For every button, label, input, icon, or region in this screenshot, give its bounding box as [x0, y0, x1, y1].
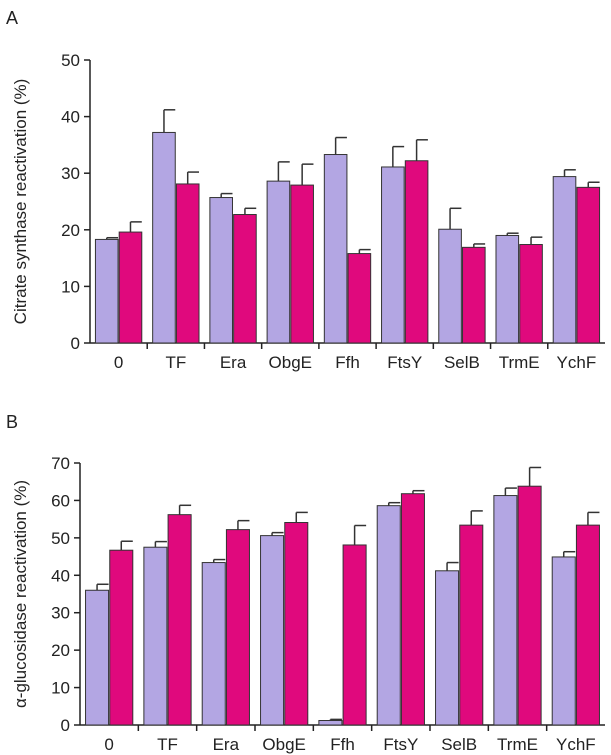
x-tick-label: Era [220, 353, 247, 372]
x-tick-label: TF [165, 353, 186, 372]
y-tick-label: 50 [51, 529, 70, 548]
chart-panel-b: Bα-glucosidase reactivation (%) 0 10 20 30 40… [6, 412, 605, 754]
bar-series1-0 [94, 238, 119, 344]
x-tick-label: YchF [556, 735, 596, 754]
bar-series1-era [209, 197, 233, 344]
bar-series1-tf [143, 546, 168, 726]
x-tick-label: FtsY [387, 353, 422, 372]
panel-label: A [6, 8, 18, 28]
x-tick-label: SelB [441, 735, 477, 754]
bar-series2-ychf [576, 186, 601, 344]
bar-series2-tf [167, 514, 192, 726]
y-tick-label: 50 [61, 51, 80, 70]
x-tick-label: SelB [444, 353, 480, 372]
y-tick-label: 0 [71, 334, 80, 353]
bar-series1-selb [435, 570, 460, 726]
bar-series2-obge [284, 522, 309, 726]
x-tick-label: Era [213, 735, 240, 754]
bar-series1-0 [85, 589, 110, 726]
bar-series1-ychf [551, 556, 576, 726]
x-tick-label: Ffh [330, 735, 355, 754]
bar-series1-selb [438, 228, 462, 344]
x-tick-label: TrmE [499, 353, 540, 372]
x-tick-label: FtsY [383, 735, 418, 754]
bar-series2-ychf [575, 524, 600, 726]
bar-series1-obge [260, 535, 285, 726]
bar-series2-obge [290, 184, 314, 344]
y-axis-label: Citrate synthase reactivation (%) [11, 79, 30, 325]
bar-series1-ftsy [376, 505, 401, 726]
y-tick-label: 0 [61, 716, 70, 735]
bar-series2-ftsy [400, 493, 425, 726]
y-tick-label: 20 [51, 641, 70, 660]
y-tick-label: 20 [61, 221, 80, 240]
panel-label: B [6, 412, 18, 432]
bar-series1-trme [493, 495, 518, 726]
y-tick-label: 10 [61, 277, 80, 296]
bar-series1-tf [152, 131, 176, 344]
y-tick-label: 60 [51, 491, 70, 510]
bar-series1-ychf [552, 176, 577, 344]
x-tick-label: TrmE [497, 735, 538, 754]
y-tick-label: 30 [61, 164, 80, 183]
x-tick-label: ObgE [262, 735, 305, 754]
bar-series1-era [201, 562, 226, 726]
bar-series1-ffh [323, 154, 348, 344]
x-tick-label: Ffh [335, 353, 360, 372]
y-axis-label: α-glucosidase reactivation (%) [11, 480, 30, 708]
bar-series1-ftsy [381, 166, 405, 344]
bar-series1-obge [266, 180, 291, 344]
x-tick-label: ObgE [269, 353, 312, 372]
chart-panel-a: A Citrate synthase reactivation (%) 0 10 20 3… [6, 8, 605, 372]
y-tick-label: 40 [51, 566, 70, 585]
x-tick-label: TF [157, 735, 178, 754]
bar-series2-0 [109, 549, 134, 726]
bar-series1-trme [495, 234, 520, 344]
bar-series2-era [233, 214, 257, 344]
x-tick-label: YchF [557, 353, 597, 372]
bar-series2-ffh [342, 544, 367, 726]
x-tick-label: 0 [104, 735, 113, 754]
bar-series2-0 [118, 231, 143, 344]
bar-series2-trme [517, 485, 542, 726]
bar-series2-trme [519, 244, 543, 344]
bar-series2-ftsy [404, 160, 429, 344]
y-tick-label: 40 [61, 108, 80, 127]
y-tick-label: 30 [51, 604, 70, 623]
bar-series2-selb [462, 246, 486, 344]
x-tick-label: 0 [114, 353, 123, 372]
bar-series1-ffh [318, 720, 343, 726]
y-tick-label: 70 [51, 454, 70, 473]
y-tick-label: 10 [51, 679, 70, 698]
bar-series2-ffh [347, 253, 372, 344]
bar-series2-tf [175, 183, 200, 344]
bar-series2-era [225, 529, 250, 726]
bar-series2-selb [459, 524, 484, 726]
